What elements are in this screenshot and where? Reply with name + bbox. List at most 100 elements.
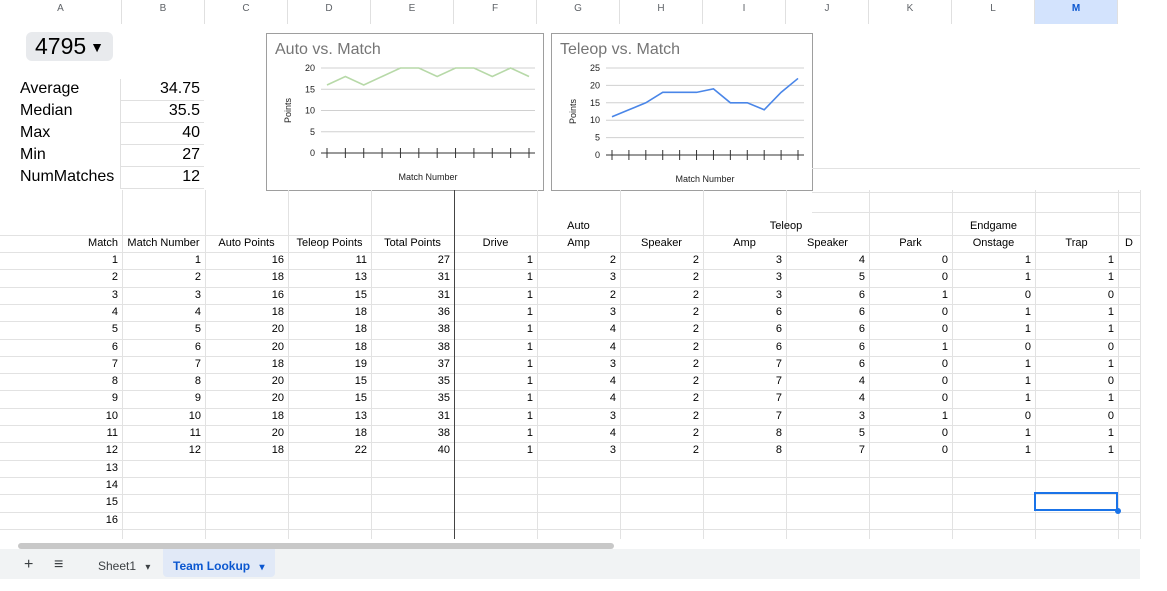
fill-handle[interactable] bbox=[1115, 508, 1121, 514]
column-header[interactable]: Teleop Points bbox=[296, 237, 363, 249]
table-cell[interactable]: 8 bbox=[775, 444, 782, 457]
table-cell[interactable]: 7 bbox=[775, 375, 782, 388]
table-cell[interactable]: 12 bbox=[105, 444, 118, 457]
stat-value[interactable]: 35.5 bbox=[168, 102, 200, 119]
table-cell[interactable]: 10 bbox=[105, 409, 118, 422]
table-cell[interactable]: 35 bbox=[437, 392, 450, 405]
table-cell[interactable]: 1 bbox=[1024, 392, 1031, 405]
table-cell[interactable]: 1 bbox=[1024, 444, 1031, 457]
column-header-h[interactable]: H bbox=[620, 0, 703, 24]
table-cell[interactable]: 7 bbox=[111, 357, 118, 370]
table-cell[interactable]: 0 bbox=[1107, 288, 1114, 301]
table-cell[interactable]: 2 bbox=[609, 254, 616, 266]
table-cell[interactable]: 13 bbox=[105, 461, 118, 474]
stat-value[interactable]: 34.75 bbox=[159, 80, 200, 97]
table-cell[interactable]: 18 bbox=[354, 340, 367, 353]
selected-cell[interactable] bbox=[1034, 492, 1118, 511]
table-cell[interactable]: 5 bbox=[111, 323, 118, 336]
add-sheet-icon[interactable]: + bbox=[24, 556, 34, 573]
table-cell[interactable]: 4 bbox=[609, 375, 616, 388]
table-cell[interactable]: 3 bbox=[775, 288, 782, 301]
table-cell[interactable]: 2 bbox=[692, 357, 699, 370]
table-cell[interactable]: 2 bbox=[692, 409, 699, 422]
table-cell[interactable]: 1 bbox=[526, 357, 533, 370]
table-cell[interactable]: 13 bbox=[354, 409, 367, 422]
auto-vs-match-chart[interactable]: Auto vs. Match 0 5 10 15 20 Match Number Point… bbox=[266, 33, 544, 191]
table-cell[interactable]: 22 bbox=[354, 444, 367, 457]
table-cell[interactable]: 1 bbox=[1024, 375, 1031, 388]
table-cell[interactable]: 0 bbox=[941, 427, 948, 439]
table-cell[interactable]: 2 bbox=[692, 392, 699, 405]
table-cell[interactable]: 6 bbox=[775, 323, 782, 336]
table-cell[interactable]: 1 bbox=[526, 392, 533, 405]
table-cell[interactable]: 0 bbox=[1107, 375, 1114, 388]
table-cell[interactable]: 0 bbox=[941, 323, 948, 336]
table-cell[interactable]: 1 bbox=[941, 288, 948, 301]
table-cell[interactable]: 20 bbox=[271, 427, 284, 439]
table-cell[interactable]: 31 bbox=[437, 288, 450, 301]
table-cell[interactable]: 0 bbox=[941, 254, 948, 266]
table-cell[interactable]: 20 bbox=[271, 340, 284, 353]
table-cell[interactable]: 4 bbox=[858, 254, 865, 266]
table-cell[interactable]: 18 bbox=[271, 409, 284, 422]
table-cell[interactable]: 5 bbox=[858, 427, 865, 439]
table-cell[interactable]: 1 bbox=[1107, 357, 1114, 370]
column-header[interactable]: Match Number bbox=[127, 237, 200, 249]
table-cell[interactable]: 1 bbox=[526, 323, 533, 336]
stat-value[interactable]: 12 bbox=[182, 168, 200, 185]
table-cell[interactable]: 3 bbox=[609, 271, 616, 284]
column-header-m[interactable]: M bbox=[1035, 0, 1118, 24]
table-cell[interactable]: 5 bbox=[858, 271, 865, 284]
column-header[interactable]: Amp bbox=[567, 237, 590, 249]
column-header-i[interactable]: I bbox=[703, 0, 786, 24]
table-cell[interactable]: 37 bbox=[437, 357, 450, 370]
table-cell[interactable]: 35 bbox=[437, 375, 450, 388]
table-cell[interactable]: 1 bbox=[526, 340, 533, 353]
stat-value[interactable]: 40 bbox=[182, 124, 200, 141]
table-cell[interactable]: 9 bbox=[111, 392, 118, 405]
table-cell[interactable]: 2 bbox=[692, 444, 699, 457]
table-cell[interactable]: 3 bbox=[609, 357, 616, 370]
column-header[interactable]: Onstage bbox=[972, 237, 1015, 249]
table-cell[interactable]: 0 bbox=[941, 375, 948, 388]
column-header-l[interactable]: L bbox=[952, 0, 1035, 24]
table-cell[interactable]: 0 bbox=[941, 357, 948, 370]
table-cell[interactable]: 4 bbox=[194, 305, 201, 318]
table-cell[interactable]: 1 bbox=[526, 305, 533, 318]
table-cell[interactable]: 1 bbox=[1024, 305, 1031, 318]
table-cell[interactable]: 16 bbox=[271, 254, 284, 266]
table-cell[interactable]: 6 bbox=[194, 340, 201, 353]
table-cell[interactable]: 1 bbox=[1107, 427, 1114, 439]
table-cell[interactable]: 2 bbox=[692, 427, 699, 439]
table-cell[interactable]: 6 bbox=[858, 288, 865, 301]
column-header-g[interactable]: G bbox=[537, 0, 620, 24]
table-cell[interactable]: 15 bbox=[105, 496, 118, 509]
table-cell[interactable]: 9 bbox=[194, 392, 201, 405]
table-cell[interactable]: 0 bbox=[941, 305, 948, 318]
stat-value[interactable]: 27 bbox=[182, 146, 200, 163]
table-cell[interactable]: 8 bbox=[194, 375, 201, 388]
column-header[interactable]: Total Points bbox=[384, 237, 441, 249]
table-cell[interactable]: 1 bbox=[1024, 427, 1031, 439]
table-cell[interactable]: 16 bbox=[105, 513, 118, 526]
table-cell[interactable]: 6 bbox=[775, 305, 782, 318]
column-header-f[interactable]: F bbox=[454, 0, 537, 24]
table-cell[interactable]: 7 bbox=[194, 357, 201, 370]
table-cell[interactable]: 2 bbox=[692, 305, 699, 318]
table-cell[interactable]: 5 bbox=[194, 323, 201, 336]
table-cell[interactable]: 0 bbox=[1024, 409, 1031, 422]
table-cell[interactable]: 11 bbox=[189, 427, 201, 439]
table-cell[interactable]: 2 bbox=[692, 271, 699, 284]
table-cell[interactable]: 7 bbox=[775, 409, 782, 422]
column-header[interactable]: Amp bbox=[733, 237, 756, 249]
table-cell[interactable]: 20 bbox=[271, 323, 284, 336]
table-cell[interactable]: 1 bbox=[526, 409, 533, 422]
all-sheets-menu-icon[interactable]: ≡ bbox=[54, 556, 64, 573]
column-header[interactable]: Trap bbox=[1065, 237, 1088, 249]
table-cell[interactable]: 1 bbox=[1107, 444, 1114, 457]
table-cell[interactable]: 8 bbox=[111, 375, 118, 388]
table-cell[interactable]: 18 bbox=[354, 323, 367, 336]
table-cell[interactable]: 18 bbox=[271, 271, 284, 284]
table-cell[interactable]: 8 bbox=[775, 427, 782, 439]
table-cell[interactable]: 18 bbox=[354, 427, 367, 439]
